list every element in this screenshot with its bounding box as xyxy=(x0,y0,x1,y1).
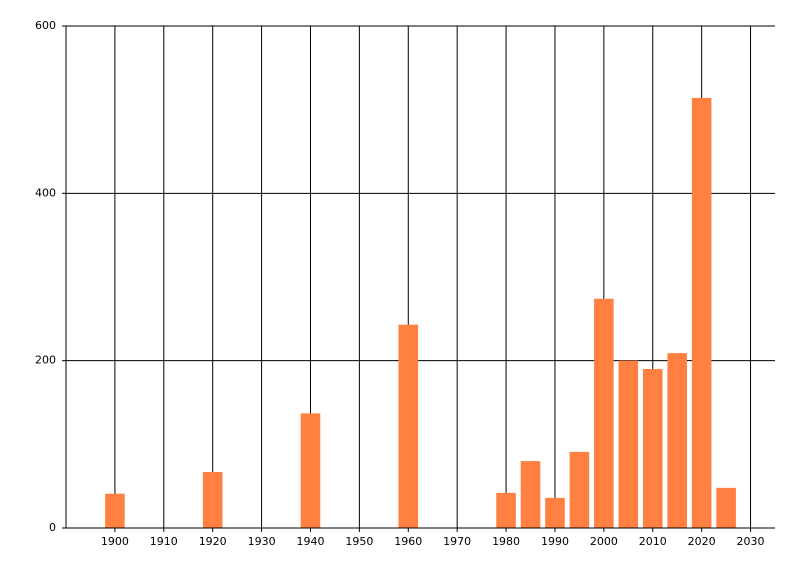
x-tick-label: 1990 xyxy=(541,535,569,548)
bar xyxy=(618,360,639,528)
bar xyxy=(569,451,590,528)
bar xyxy=(105,493,125,528)
y-tick-label: 400 xyxy=(35,186,56,199)
x-tick-label: 1980 xyxy=(492,535,520,548)
bar xyxy=(520,461,541,528)
bar xyxy=(594,298,614,528)
bar xyxy=(691,97,712,528)
x-tick-label: 1930 xyxy=(248,535,276,548)
y-tick-label: 0 xyxy=(49,521,56,534)
x-tick-label: 1960 xyxy=(394,535,422,548)
y-tick-label: 200 xyxy=(35,354,56,367)
x-tick-label: 1970 xyxy=(443,535,471,548)
bar xyxy=(642,369,663,528)
x-tick-label: 1920 xyxy=(199,535,227,548)
bar xyxy=(202,471,223,528)
bar xyxy=(496,492,516,528)
y-tick-label: 600 xyxy=(35,19,56,32)
bar xyxy=(716,487,736,528)
x-tick-label: 2000 xyxy=(590,535,618,548)
x-tick-label: 1940 xyxy=(296,535,324,548)
x-tick-label: 1950 xyxy=(345,535,373,548)
x-tick-label: 2030 xyxy=(737,535,765,548)
x-tick-label: 2020 xyxy=(688,535,716,548)
x-tick-label: 1900 xyxy=(101,535,129,548)
x-tick-label: 1910 xyxy=(150,535,178,548)
bar xyxy=(398,324,419,528)
bar xyxy=(667,353,687,528)
bar xyxy=(545,497,565,528)
x-tick-label: 2010 xyxy=(639,535,667,548)
bar xyxy=(300,413,321,528)
